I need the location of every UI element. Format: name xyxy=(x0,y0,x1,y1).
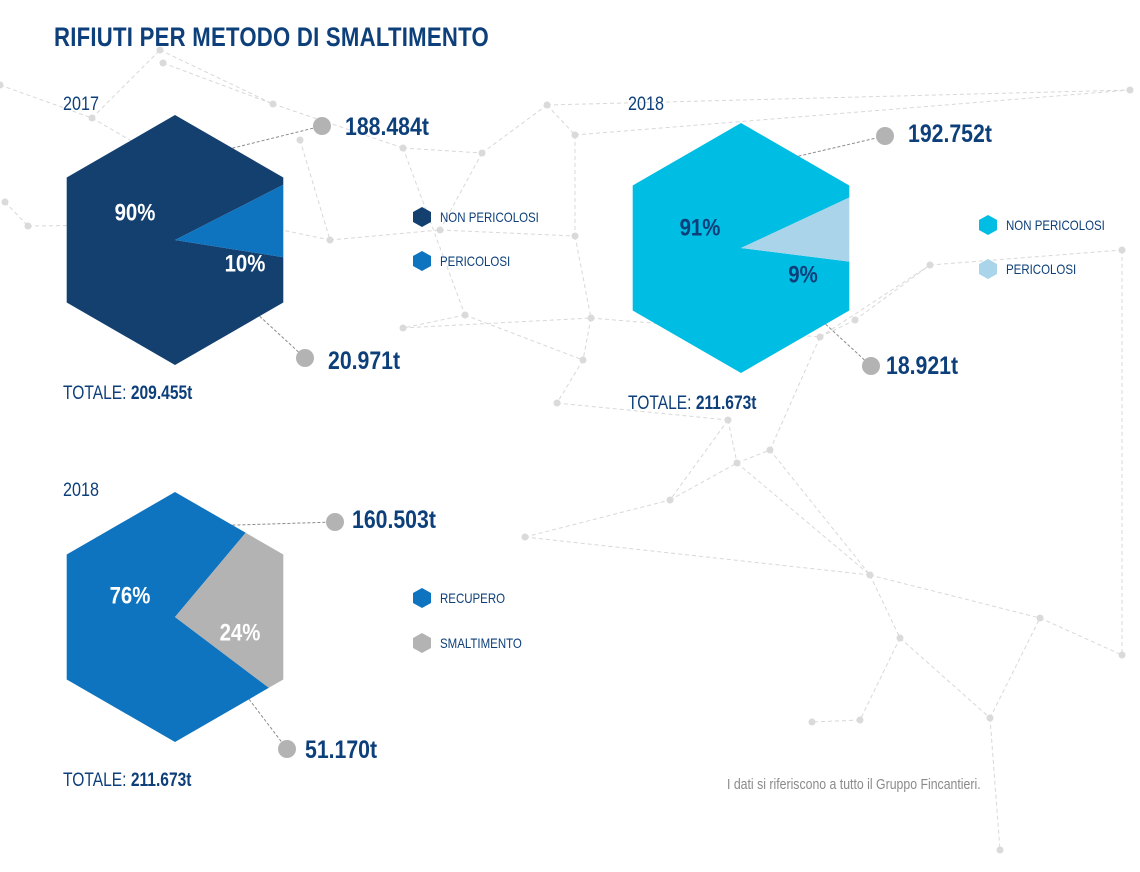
legend-label: RECUPERO xyxy=(440,590,506,606)
value-label-pericolosi: 20.971t xyxy=(328,347,401,375)
hexagon-legend-icon xyxy=(413,251,431,271)
value-label-recupero: 160.503t xyxy=(352,506,436,534)
pie-slice-pericolosi xyxy=(741,197,850,262)
percent-label: 76% xyxy=(110,582,151,609)
pie-slice-smaltimento xyxy=(175,532,284,688)
leader-line xyxy=(259,315,306,359)
total-label: TOTALE: 211.673t xyxy=(628,393,756,415)
legend-label: NON PERICOLOSI xyxy=(440,209,539,225)
network-dots xyxy=(0,46,1134,854)
total-caption: TOTALE: xyxy=(628,393,692,414)
leader-line xyxy=(248,698,288,750)
percent-label: 9% xyxy=(788,261,818,288)
pie-slice-pericolosi xyxy=(175,184,284,258)
leader-dot xyxy=(313,117,331,135)
pie-slice-recupero xyxy=(66,492,269,742)
percent-label: 90% xyxy=(115,199,156,226)
value-label-pericolosi: 18.921t xyxy=(886,352,959,380)
total-caption: TOTALE: xyxy=(63,383,127,404)
total-label: TOTALE: 211.673t xyxy=(63,770,191,792)
leader-line xyxy=(232,521,336,526)
total-value: 209.455t xyxy=(130,383,193,404)
percent-label: 10% xyxy=(225,250,266,277)
hexagon-legend-icon xyxy=(979,215,997,235)
value-label-non-pericolosi: 192.752t xyxy=(908,120,992,148)
percent-label: 91% xyxy=(680,214,721,241)
total-value: 211.673t xyxy=(130,770,192,791)
chart-year-label: 2018 xyxy=(628,94,664,115)
page-title: RIFIUTI PER METODO DI SMALTIMENTO xyxy=(54,22,489,52)
value-label-non-pericolosi: 188.484t xyxy=(345,113,429,141)
leader-line xyxy=(825,323,872,367)
leader-dot xyxy=(278,740,296,758)
leader-dot xyxy=(862,357,880,375)
leader-dot xyxy=(296,349,314,367)
legend-label: PERICOLOSI xyxy=(440,253,511,269)
total-value: 211.673t xyxy=(695,393,757,414)
footnote: I dati si riferiscono a tutto il Gruppo … xyxy=(727,776,981,793)
chart-year-label: 2018 xyxy=(63,480,99,501)
leader-dot xyxy=(326,513,344,531)
total-label: TOTALE: 209.455t xyxy=(63,383,192,405)
percent-label: 24% xyxy=(220,619,261,646)
legend-label: SMALTIMENTO xyxy=(440,635,522,651)
leader-line xyxy=(232,125,323,149)
chart-year-label: 2017 xyxy=(63,94,99,115)
total-caption: TOTALE: xyxy=(63,770,127,791)
leader-dot xyxy=(876,127,894,145)
hexagon-legend-icon xyxy=(979,259,997,279)
legend-label: PERICOLOSI xyxy=(1006,261,1077,277)
hexagon-legend-icon xyxy=(413,633,431,653)
hexagon-legend-icon xyxy=(413,207,431,227)
legend-label: NON PERICOLOSI xyxy=(1006,217,1105,233)
value-label-smaltimento: 51.170t xyxy=(305,736,378,764)
hexagon-legend-icon xyxy=(413,588,431,608)
